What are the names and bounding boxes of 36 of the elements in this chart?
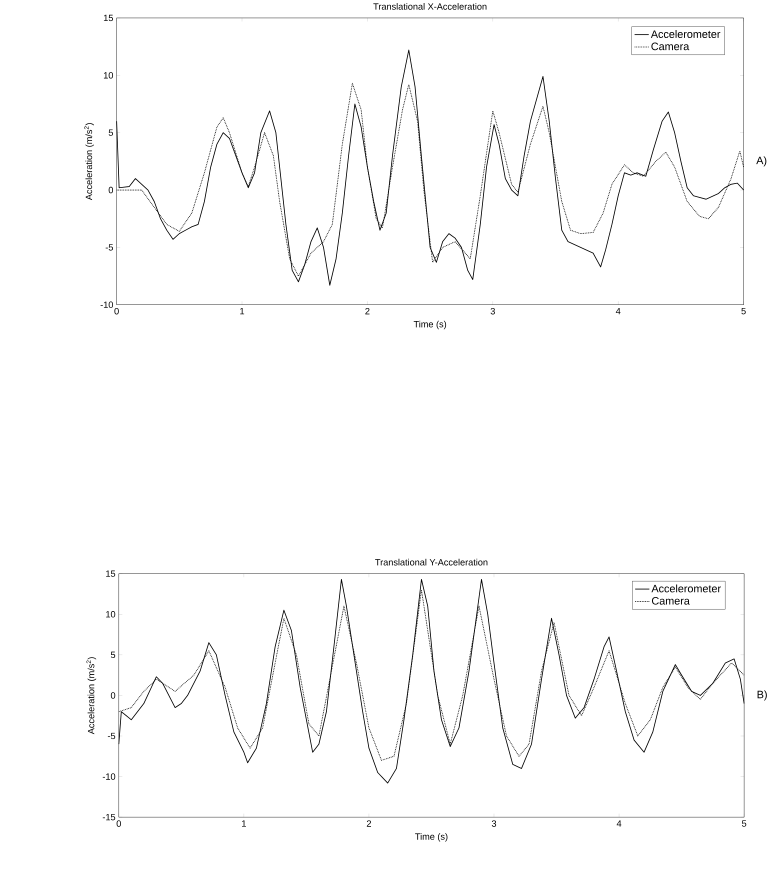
legend-label: Camera bbox=[652, 42, 690, 50]
text: B) bbox=[758, 690, 768, 700]
y-axis-title: Acceleration (m/s$^{2}$) bbox=[84, 123, 94, 200]
y-tick-label: 15 bbox=[106, 570, 116, 577]
y-tick-label: 10 bbox=[106, 611, 116, 618]
x-tick-label: 1 bbox=[240, 308, 244, 314]
y-tick-label: 0 bbox=[111, 692, 116, 699]
x-tick-label: 4 bbox=[616, 820, 622, 827]
y-axis-title: Acceleration (m/s$^{2}$) bbox=[86, 657, 96, 734]
x-tick-label: 2 bbox=[366, 308, 370, 314]
y-tick-label: 5 bbox=[111, 652, 116, 658]
y-tick-label: -15 bbox=[103, 814, 116, 820]
legend-label: Accelerometer bbox=[652, 584, 722, 592]
x-tick-label: 5 bbox=[742, 308, 746, 314]
y-tick-label: 0 bbox=[108, 186, 114, 194]
x-tick-label: 1 bbox=[242, 820, 246, 827]
chart-title: Translational Y-Acceleration bbox=[375, 558, 488, 566]
x-tick-label: 4 bbox=[616, 308, 621, 314]
y-tick-label: -10 bbox=[103, 773, 116, 780]
y-tick-label: 15 bbox=[104, 14, 114, 22]
x-axis-title: Time (s) bbox=[415, 833, 448, 842]
x-tick-label: 3 bbox=[492, 820, 496, 827]
x-tick-label: 0 bbox=[116, 820, 122, 827]
y-tick-label: -5 bbox=[108, 732, 116, 740]
x-tick-label: 5 bbox=[742, 820, 746, 827]
x-tick-label: 2 bbox=[367, 820, 372, 827]
y-tick-label: 5 bbox=[108, 129, 114, 136]
legend-label: Accelerometer bbox=[651, 30, 720, 38]
y-tick-label: 10 bbox=[104, 72, 114, 79]
text: A) bbox=[756, 156, 767, 166]
x-axis-title: Time (s) bbox=[414, 320, 446, 330]
x-tick-label: 3 bbox=[490, 308, 496, 314]
chart-title: Translational X-Acceleration bbox=[374, 3, 487, 10]
y-tick-label: -10 bbox=[100, 302, 114, 308]
legend-label: Camera bbox=[652, 597, 690, 605]
y-tick-label: -5 bbox=[106, 244, 114, 251]
